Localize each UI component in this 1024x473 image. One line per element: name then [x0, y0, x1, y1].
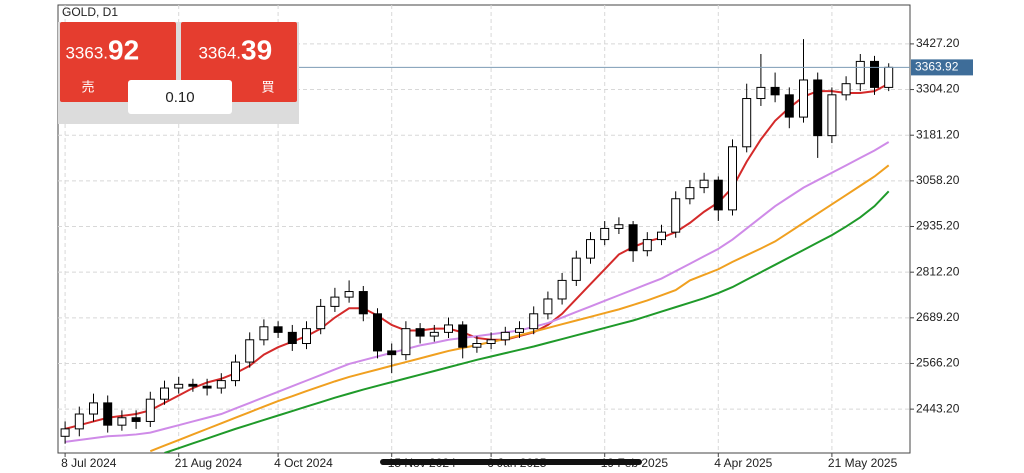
candle-body [557, 279, 567, 300]
sell-label: 売 [81, 79, 94, 94]
plot-area [58, 39, 910, 453]
y-tick-label: 2935.20 [916, 219, 960, 233]
candle-body [387, 350, 397, 356]
candle-body [713, 179, 723, 211]
candle-body [486, 339, 496, 345]
candle-body [529, 313, 539, 330]
candle-body [799, 79, 808, 118]
candle-body [870, 60, 879, 88]
candle-body [628, 224, 638, 252]
candle-body [216, 380, 226, 389]
candle-body [770, 86, 780, 96]
candle-body [188, 383, 198, 387]
candle-body [884, 66, 894, 88]
y-tick-label: 2689.20 [916, 310, 960, 324]
buy-price-big: 39 [241, 34, 272, 65]
candle-body [685, 187, 695, 200]
candle-body [784, 94, 794, 118]
trade-panel: 3363. 92 3364. 39 売 買 0.10 [58, 22, 299, 124]
candle-body [600, 227, 610, 241]
candle-body [571, 257, 581, 281]
candle-body [444, 324, 453, 333]
candle-body [472, 343, 482, 348]
last-price-label: 3363.92 [915, 60, 959, 74]
x-tick-label: 21 Aug 2024 [175, 456, 243, 470]
candle-body [543, 298, 553, 315]
candle-body [429, 331, 439, 337]
candle-body [330, 296, 340, 307]
candle-body [827, 94, 837, 137]
candle-body [458, 324, 468, 348]
candle-body [500, 331, 510, 341]
candle-body [841, 83, 851, 96]
candle-body [657, 231, 666, 241]
candle-body [756, 86, 766, 100]
candle-body [287, 331, 297, 345]
y-tick-label: 2812.20 [916, 264, 960, 278]
y-tick-label: 3304.20 [916, 82, 960, 96]
candle-body [728, 146, 737, 211]
last-price-box [911, 59, 973, 76]
candle-body [855, 60, 865, 85]
candle-body [586, 239, 595, 259]
ma-line [64, 141, 890, 443]
x-tick-label: 21 May 2025 [828, 456, 898, 470]
chart-title: GOLD, D1 [62, 5, 118, 19]
buy-price-main: 3364. [198, 43, 241, 62]
y-tick-label: 3427.20 [916, 36, 960, 50]
lot-value: 0.10 [165, 89, 194, 106]
candle-body [74, 413, 84, 430]
ma-line [164, 190, 890, 453]
candle-body [813, 79, 823, 137]
candle-body [60, 428, 70, 437]
candle-body [160, 387, 169, 400]
candle-body [103, 402, 113, 426]
candle-body [273, 326, 283, 333]
candle-body [699, 179, 709, 189]
scrollbar[interactable] [380, 459, 642, 465]
candle-body [89, 402, 98, 415]
y-tick-label: 2443.20 [916, 401, 960, 415]
candle-body [231, 361, 240, 382]
candle-body [316, 305, 326, 330]
candle-body [373, 313, 382, 352]
lot-input[interactable] [128, 80, 232, 114]
x-tick-label: 4 Oct 2024 [274, 456, 333, 470]
y-tick-label: 3058.20 [916, 173, 960, 187]
candle-body [302, 328, 311, 345]
candle-body [415, 328, 425, 337]
x-tick-label: 8 Jul 2024 [61, 456, 117, 470]
candle-body [117, 417, 127, 426]
x-tick-label: 4 Apr 2025 [714, 456, 772, 470]
candle-body [358, 291, 368, 315]
candle-body [742, 98, 752, 148]
candle-body [642, 239, 652, 252]
candle-body [202, 385, 212, 389]
candle-body [401, 328, 411, 356]
y-tick-label: 2566.20 [916, 356, 960, 370]
candle-body [259, 326, 269, 341]
candle-body [174, 383, 184, 389]
candle-body [131, 417, 141, 422]
sell-price-big: 92 [108, 34, 139, 65]
candle-body [671, 198, 681, 233]
buy-label: 買 [261, 79, 274, 94]
candle-body [145, 398, 155, 422]
candle-body [344, 291, 354, 298]
candle-body [614, 224, 624, 229]
candle-body [245, 339, 255, 363]
y-tick-label: 3181.20 [916, 127, 960, 141]
sell-price-main: 3363. [65, 43, 108, 62]
candle-body [515, 328, 524, 333]
